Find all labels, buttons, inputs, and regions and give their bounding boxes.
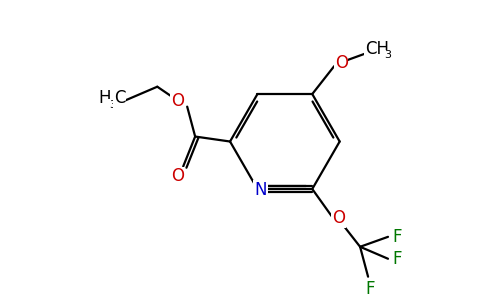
Text: O: O xyxy=(171,92,184,110)
Text: F: F xyxy=(392,228,402,246)
Text: O: O xyxy=(171,167,184,185)
Text: F: F xyxy=(392,250,402,268)
Text: CH: CH xyxy=(365,40,389,58)
Text: H: H xyxy=(98,89,111,107)
Text: F: F xyxy=(365,280,375,298)
Text: O: O xyxy=(332,209,345,227)
Text: N: N xyxy=(254,181,267,199)
Text: O: O xyxy=(334,54,348,72)
Text: 3: 3 xyxy=(109,100,116,110)
Text: 3: 3 xyxy=(384,50,392,60)
Text: C: C xyxy=(114,89,125,107)
